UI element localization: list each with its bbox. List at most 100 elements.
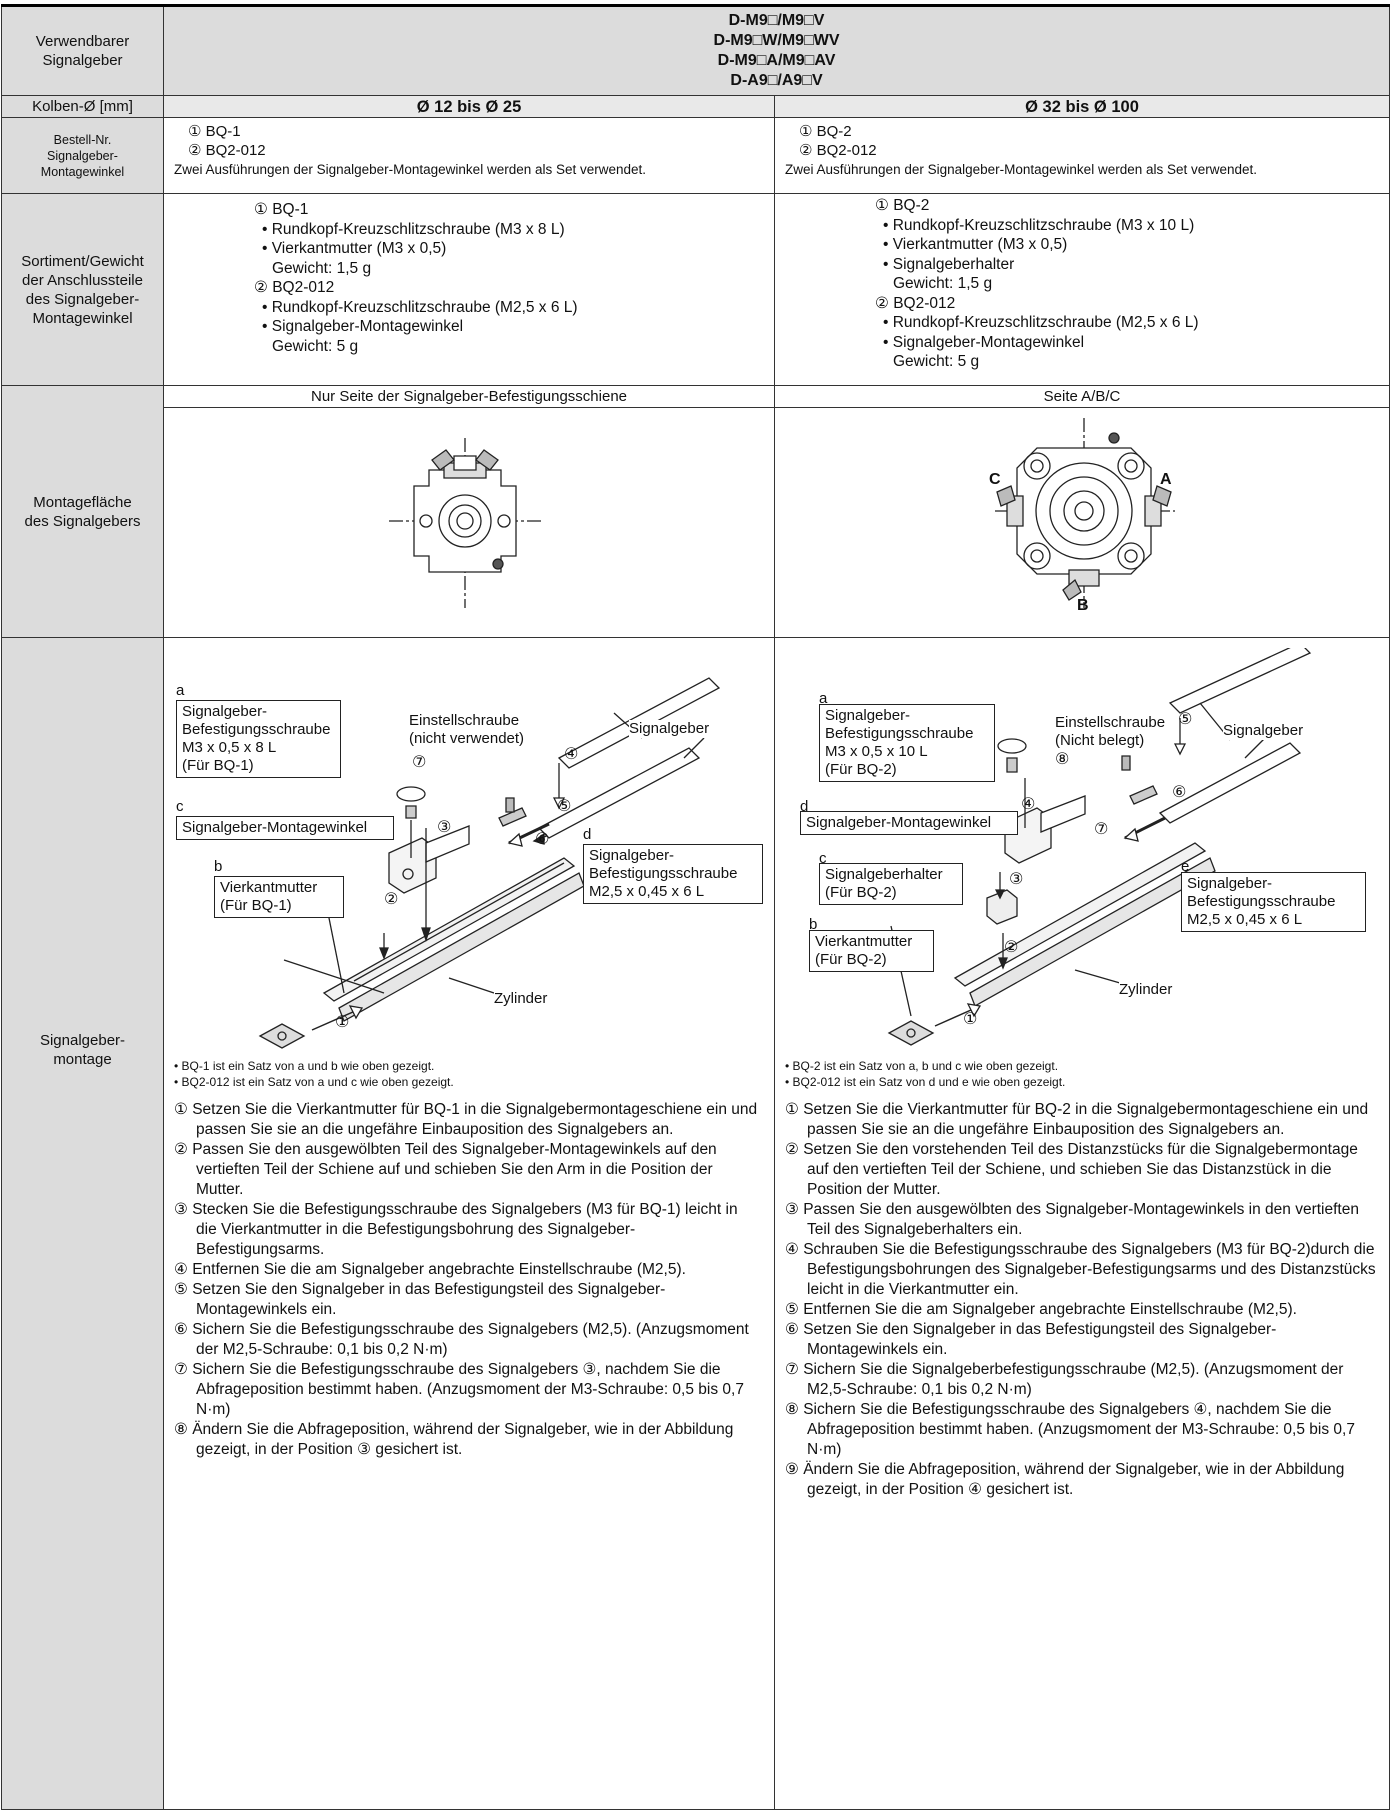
order-left: ① BQ-1 ② BQ2-012 Zwei Ausführungen der Sig… <box>163 117 775 194</box>
callout-letter: e <box>1181 858 1190 875</box>
text-line: • Rundkopf-Kreuzschlitzschraube (M2,5 x … <box>262 298 578 316</box>
text-line: ⑦ Sichern Sie die Befestigungsschraube d… <box>174 1361 744 1418</box>
surface-caption: Nur Seite der Signalgeber-Befestigungssc… <box>163 385 775 408</box>
diagram-label: Zylinder <box>1119 981 1173 999</box>
text-line: Verwendbarer <box>35 33 130 50</box>
text-line: • Rundkopf-Kreuzschlitzschraube (M3 x 10… <box>883 216 1195 234</box>
text-line: ⑤ Setzen Sie den Signalgeber in das Befe… <box>174 1281 666 1318</box>
side-label: B <box>1077 597 1089 614</box>
mount-diagram: a Signalgeber- Befestigungsschraube M3 x 0,… <box>164 648 774 1058</box>
side-label: C <box>989 471 1001 488</box>
text-line: • Vierkantmutter (M3 x 0,5) <box>262 240 447 257</box>
text-line: Signalgeber- <box>39 1032 126 1049</box>
text-line: Zwei Ausführungen der Signalgeber-Montag… <box>174 162 647 177</box>
text-line: ② BQ2-012 <box>254 279 335 296</box>
surface-drawing: C A B <box>775 408 1389 636</box>
text-line: Montagewinkel <box>32 309 133 327</box>
diagram-label: Einstellschraube (Nicht belegt) <box>1055 714 1166 750</box>
callout-letter: d <box>800 798 809 815</box>
surface-svg <box>389 438 542 608</box>
text-line: ⑧ Ändern Sie die Abfrageposition, währen… <box>174 1421 734 1458</box>
callout-letter: b <box>214 858 223 875</box>
callout-letter: c <box>176 798 184 815</box>
text-line: D-M9□/M9□V <box>728 12 825 29</box>
text-line: des Signalgebers <box>24 512 141 530</box>
surface-right: C A B <box>773 407 1390 638</box>
callout-line: Signalgeber- <box>1187 875 1273 892</box>
notes: • BQ-1 ist ein Satz von a und b wie oben… <box>164 1058 774 1090</box>
callout-line: Befestigungsschraube <box>1187 893 1336 910</box>
surface-left <box>163 407 775 638</box>
row-label: Montagefläche des Signalgebers <box>1 385 164 638</box>
text-line: der Anschlussteile <box>22 271 143 289</box>
callout-letter: b <box>809 916 818 933</box>
callout-box: Vierkantmutter (Für BQ-2) <box>809 930 934 972</box>
step-number: ⑤ <box>557 798 572 815</box>
callout-line: Signalgeber- <box>589 847 675 864</box>
mounting-left: a Signalgeber- Befestigungsschraube M3 x 0,… <box>163 637 775 1810</box>
text-line: ⑥ Sichern Sie die Befestigungsschraube d… <box>174 1321 749 1358</box>
spec-table: Verwendbarer Signalgeber D-M9□/M9□V D-M9□W… <box>1 4 1390 1810</box>
callout-letter: d <box>583 826 592 843</box>
text-line: des Signalgeber- <box>25 290 140 308</box>
callout-line: M2,5 x 0,45 x 6 L <box>589 883 705 900</box>
callout-line: Signalgeberhalter <box>825 866 943 883</box>
callout-line: (Für BQ-2) <box>825 761 897 778</box>
text-line: • Vierkantmutter (M3 x 0,5) <box>883 236 1068 253</box>
label-line: Signalgeber <box>629 720 710 737</box>
text-line: • Signalgeberhalter <box>883 255 1015 273</box>
callout-box: Vierkantmutter (Für BQ-1) <box>214 876 344 918</box>
label-line: Zylinder <box>494 990 548 1007</box>
callout-line: Signalgeber-Montagewinkel <box>806 814 992 831</box>
models: D-M9□/M9□V D-M9□W/M9□WV D-M9□A/M9□AV D-A9□/… <box>162 5 1390 96</box>
label-line: Einstellschraube <box>1055 714 1166 731</box>
mount-diagram: a Signalgeber- Befestigungsschraube M3 x 0,… <box>775 648 1389 1058</box>
text-line: ① BQ-2 <box>799 123 852 140</box>
step-number: ② <box>384 891 399 908</box>
steps: ① Setzen Sie die Vierkantmutter für BQ-1… <box>164 1090 774 1460</box>
callout-letter: a <box>176 682 185 699</box>
callout-box: Signalgeber- Befestigungsschraube M2,5 x 0… <box>583 844 763 904</box>
diagram-label: Zylinder <box>494 990 548 1008</box>
text-line: ⑦ Sichern Sie die Signalgeberbefestigung… <box>785 1361 1344 1398</box>
text-line: ⑤ Entfernen Sie die am Signalgeber angeb… <box>785 1301 1297 1318</box>
text-line: Signalgeber- <box>47 148 118 163</box>
text-line: ① BQ-1 <box>254 201 309 218</box>
callout-line: Befestigungsschraube <box>825 725 974 742</box>
row-label: Verwendbarer Signalgeber <box>1 5 164 96</box>
step-number: ② <box>1004 939 1019 956</box>
callout-line: Signalgeber- <box>825 707 911 724</box>
label-line: Signalgeber <box>1223 722 1304 739</box>
step-number: ④ <box>564 746 579 763</box>
label-line: (nicht verwendet) <box>409 730 525 747</box>
step-number: ④ <box>1021 796 1036 813</box>
text-line: • Signalgeber-Montagewinkel <box>262 318 464 335</box>
text-line: Gewicht: 5 g <box>893 353 980 370</box>
surface-drawing <box>164 408 774 636</box>
step-number: ① <box>963 1011 978 1028</box>
label-line: (Nicht belegt) <box>1055 732 1145 749</box>
callout-box: Signalgeber- Befestigungsschraube M3 x 0,5… <box>819 704 995 782</box>
text-line: ② Passen Sie den ausgewölbten Teil des S… <box>174 1141 717 1198</box>
step-number: ① <box>335 1014 350 1031</box>
step-number: ③ <box>1009 871 1024 888</box>
surface-svg <box>995 418 1175 608</box>
step-number: ⑦ <box>1094 821 1109 838</box>
text-line: Gewicht: 1,5 g <box>893 275 993 292</box>
diagram-label: Signalgeber <box>629 720 710 738</box>
callout-line: M3 x 0,5 x 10 L <box>825 743 928 760</box>
callout-box: Signalgeber-Montagewinkel <box>800 811 1018 835</box>
mount-svg <box>887 648 1312 1046</box>
text-line: Signalgeber <box>42 52 123 69</box>
callout-box: Signalgeber- Befestigungsschraube M2,5 x 0… <box>1181 872 1366 932</box>
text-line: Sortiment/Gewicht <box>21 252 144 270</box>
label-line: Zylinder <box>1119 981 1173 998</box>
callout-line: M2,5 x 0,45 x 6 L <box>1187 911 1303 928</box>
callout-line: Befestigungsschraube <box>182 721 331 738</box>
text-line: • BQ-1 ist ein Satz von a und b wie oben… <box>174 1059 435 1073</box>
text-line: • Rundkopf-Kreuzschlitzschraube (M3 x 8 … <box>262 220 565 238</box>
callout-letter: c <box>819 850 827 867</box>
notes: • BQ-2 ist ein Satz von a, b und c wie o… <box>775 1058 1389 1090</box>
callout-line: Vierkantmutter <box>220 879 318 896</box>
